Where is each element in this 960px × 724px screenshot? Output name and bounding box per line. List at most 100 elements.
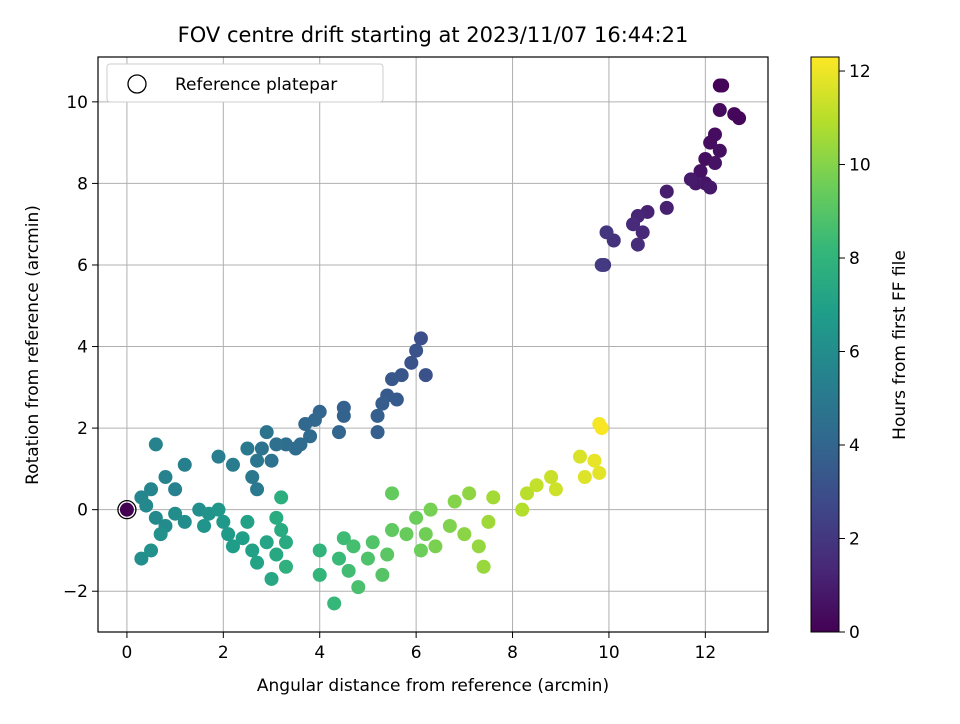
data-point	[635, 225, 650, 240]
data-point	[168, 482, 183, 497]
data-point	[153, 527, 168, 542]
colorbar-tick-label: 8	[849, 249, 860, 269]
data-point	[360, 551, 375, 566]
data-point	[177, 514, 192, 529]
data-point	[158, 470, 173, 485]
data-point	[703, 180, 718, 195]
data-point	[274, 523, 289, 538]
data-point	[594, 257, 609, 272]
data-point	[428, 539, 443, 554]
data-point	[442, 518, 457, 533]
data-point	[278, 535, 293, 550]
x-tick-label: 8	[507, 643, 518, 663]
data-point	[221, 527, 236, 542]
data-point	[385, 486, 400, 501]
data-point	[250, 453, 265, 468]
data-point	[245, 543, 260, 558]
data-point	[519, 486, 534, 501]
reference-platepar-marker	[117, 500, 137, 520]
x-tick-label: 2	[218, 643, 229, 663]
data-point	[573, 449, 588, 464]
data-point	[240, 441, 255, 456]
data-point	[375, 396, 390, 411]
data-point	[462, 486, 477, 501]
data-point	[380, 547, 395, 562]
data-point	[399, 527, 414, 542]
data-point	[211, 502, 226, 517]
data-point	[312, 543, 327, 558]
data-point	[630, 237, 645, 252]
colorbar-gradient	[811, 57, 839, 632]
data-point	[332, 551, 347, 566]
y-tick-label: 0	[77, 501, 88, 521]
data-point	[727, 107, 742, 122]
data-point	[177, 457, 192, 472]
data-point	[413, 331, 428, 346]
colorbar-ticks: 0 2 4 6 8 10 12	[839, 62, 871, 643]
data-point	[264, 571, 279, 586]
data-point	[707, 156, 722, 171]
data-point	[341, 563, 356, 578]
data-point	[599, 225, 614, 240]
colorbar-label: Hours from first FF file	[890, 250, 910, 440]
data-point	[332, 425, 347, 440]
y-tick-label: 4	[77, 338, 88, 358]
data-point	[413, 543, 428, 558]
colorbar-tick-label: 4	[849, 436, 860, 456]
data-point	[418, 527, 433, 542]
data-point	[594, 421, 609, 436]
x-tick-label: 6	[411, 643, 422, 663]
data-point	[626, 217, 641, 232]
colorbar-tick-label: 12	[849, 62, 871, 82]
data-point	[712, 103, 727, 118]
data-point	[336, 531, 351, 546]
data-point	[659, 184, 674, 199]
data-point	[548, 482, 563, 497]
data-point	[303, 429, 318, 444]
data-point	[715, 78, 730, 93]
y-axis-ticks: −2 0 2 4 6 8 10	[63, 93, 98, 602]
x-tick-label: 10	[598, 643, 620, 663]
x-tick-label: 0	[122, 643, 133, 663]
data-point	[259, 535, 274, 550]
data-point	[375, 567, 390, 582]
chart-title: FOV centre drift starting at 2023/11/07 …	[178, 23, 689, 47]
grid	[98, 57, 768, 632]
colorbar-tick-label: 0	[849, 623, 860, 643]
y-tick-label: 6	[77, 256, 88, 276]
data-point	[139, 498, 154, 513]
data-point	[486, 490, 501, 505]
data-point	[254, 441, 269, 456]
data-point	[225, 457, 240, 472]
data-point	[447, 494, 462, 509]
data-point	[346, 539, 361, 554]
y-axis-label: Rotation from reference (arcmin)	[23, 205, 43, 485]
axes-frame	[97, 56, 769, 633]
legend: Reference platepar	[106, 63, 384, 103]
data-point	[471, 539, 486, 554]
data-point	[327, 596, 342, 611]
data-point	[529, 478, 544, 493]
data-point	[264, 453, 279, 468]
data-point	[269, 547, 284, 562]
data-point	[481, 514, 496, 529]
colorbar-frame	[810, 56, 840, 633]
data-point	[385, 372, 400, 387]
data-point	[409, 510, 424, 525]
y-tick-label: 8	[77, 174, 88, 194]
x-axis-label: Angular distance from reference (arcmin)	[257, 676, 609, 696]
y-tick-label: −2	[63, 582, 88, 602]
data-point	[683, 172, 698, 187]
x-tick-label: 12	[695, 643, 717, 663]
data-point	[168, 506, 183, 521]
data-points	[117, 78, 747, 611]
data-point	[245, 470, 260, 485]
data-point	[298, 417, 313, 432]
data-point	[385, 523, 400, 538]
data-point	[240, 514, 255, 529]
data-point	[259, 425, 274, 440]
data-point	[144, 543, 159, 558]
data-point	[370, 408, 385, 423]
data-point	[148, 437, 163, 452]
